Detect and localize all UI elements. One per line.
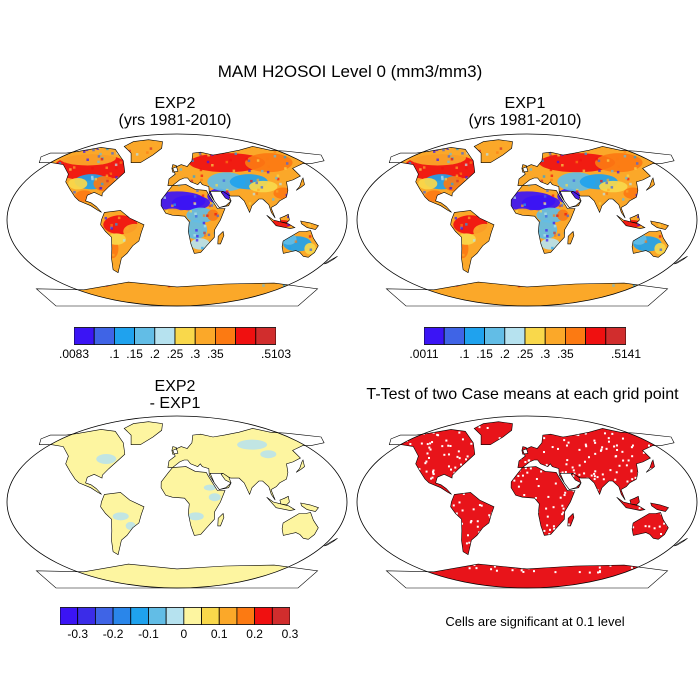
- colorbar-swatch: [524, 327, 546, 345]
- map-ttest: [356, 415, 698, 589]
- panel-title-ttest-line1: T-Test of two Case means at each grid po…: [366, 386, 679, 403]
- colorbar-swatch: [134, 327, 156, 345]
- colorbar-tick-label: .5141: [610, 347, 642, 361]
- colorbar-swatch: [114, 327, 136, 345]
- globe-outline: [6, 415, 348, 589]
- coastlines: [35, 421, 338, 589]
- colorbar-tick-label: 0.3: [281, 627, 299, 641]
- colorbar-swatch: [585, 327, 607, 345]
- colorbar-swatch: [605, 327, 626, 345]
- colorbar-exp1: [424, 327, 626, 345]
- colorbar-swatch: [218, 607, 238, 625]
- colorbar-swatch: [148, 607, 167, 625]
- coastlines: [385, 139, 688, 307]
- colorbar-swatch: [424, 327, 445, 345]
- colorbar-tick-label: -0.2: [102, 627, 124, 641]
- colorbar-swatch: [201, 607, 220, 625]
- colorbar-swatch: [165, 607, 185, 625]
- significance-note: Cells are significant at 0.1 level: [445, 614, 625, 629]
- colorbar-swatch: [544, 327, 566, 345]
- colorbar-swatch: [77, 607, 96, 625]
- colorbar-tick-label: .0083: [58, 347, 90, 361]
- colorbar-tick-label: .2: [499, 347, 510, 361]
- colorbar-exp2: [74, 327, 276, 345]
- colorbar-swatch: [130, 607, 149, 625]
- colorbar-tick-label: .1: [459, 347, 470, 361]
- panel-title-exp2: EXP2 (yrs 1981-2010): [20, 95, 330, 129]
- panel-title-diff-line2: - EXP1: [149, 395, 201, 412]
- globe-outline: [356, 133, 698, 307]
- colorbar-swatch: [484, 327, 506, 345]
- colorbar-swatch: [235, 327, 257, 345]
- colorbar-tick-label: .5103: [260, 347, 292, 361]
- panel-title-exp2-line1: EXP2: [154, 95, 196, 112]
- colorbar-swatch: [174, 327, 196, 345]
- colorbar-swatch: [194, 327, 216, 345]
- coastlines: [35, 139, 338, 307]
- colorbar-tick-label: .25: [166, 347, 184, 361]
- map-exp2: [6, 133, 348, 307]
- colorbar-swatch: [254, 607, 273, 625]
- colorbar-tick-label: .35: [557, 347, 574, 361]
- colorbar-tick-label: -0.3: [67, 627, 89, 641]
- colorbar-diff: [60, 607, 290, 625]
- map-exp1: [356, 133, 698, 307]
- colorbar-tick-label: .35: [207, 347, 224, 361]
- colorbar-tick-label: 0.2: [246, 627, 263, 641]
- panel-title-ttest: T-Test of two Case means at each grid po…: [345, 386, 700, 403]
- map-diff: [6, 415, 348, 589]
- colorbar-swatch: [154, 327, 176, 345]
- panel-title-exp1-line1: EXP1: [504, 95, 546, 112]
- colorbar-tick-label: .3: [190, 347, 201, 361]
- colorbar-tick-label: .3: [540, 347, 551, 361]
- panel-title-exp1: EXP1 (yrs 1981-2010): [370, 95, 680, 129]
- colorbar-tick-label: -0.1: [138, 627, 159, 641]
- colorbar-swatch: [255, 327, 276, 345]
- colorbar-tick-label: .15: [126, 347, 143, 361]
- globe-outline: [6, 133, 348, 307]
- colorbar-tick-label: .15: [476, 347, 493, 361]
- colorbar-diff-labels: -0.3 -0.2 -0.1 0 0.1 0.2 0.3: [60, 627, 298, 643]
- colorbar-tick-label: .25: [516, 347, 534, 361]
- colorbar-swatch: [214, 327, 236, 345]
- panel-title-diff: EXP2 - EXP1: [20, 378, 330, 412]
- coastlines: [385, 421, 688, 589]
- colorbar-tick-label: .1: [109, 347, 120, 361]
- colorbar-swatch: [564, 327, 586, 345]
- colorbar-swatch: [60, 607, 79, 625]
- panel-title-exp1-line2: (yrs 1981-2010): [468, 112, 582, 129]
- colorbar-tick-label: 0.1: [210, 627, 228, 641]
- panel-title-diff-line1: EXP2: [154, 378, 196, 395]
- colorbar-exp2-labels: .0083 .1 .15 .2 .25 .3 .35 .5103: [59, 347, 291, 363]
- colorbar-swatch: [74, 327, 95, 345]
- colorbar-tick-label: .2: [149, 347, 160, 361]
- globe-outline: [356, 415, 698, 589]
- colorbar-swatch: [464, 327, 486, 345]
- panel-title-exp2-line2: (yrs 1981-2010): [118, 112, 232, 129]
- colorbar-swatch: [271, 607, 290, 625]
- colorbar-swatch: [94, 607, 114, 625]
- colorbar-swatch: [236, 607, 256, 625]
- colorbar-swatch: [504, 327, 526, 345]
- colorbar-swatch: [112, 607, 132, 625]
- colorbar-swatch: [183, 607, 202, 625]
- colorbar-swatch: [93, 327, 115, 345]
- colorbar-swatch: [443, 327, 465, 345]
- colorbar-tick-label: 0: [180, 627, 188, 641]
- colorbar-exp1-labels: .0011 .1 .15 .2 .25 .3 .35 .5141: [409, 347, 641, 363]
- colorbar-tick-label: .0011: [409, 347, 439, 361]
- main-title: MAM H2OSOI Level 0 (mm3/mm3): [217, 62, 483, 81]
